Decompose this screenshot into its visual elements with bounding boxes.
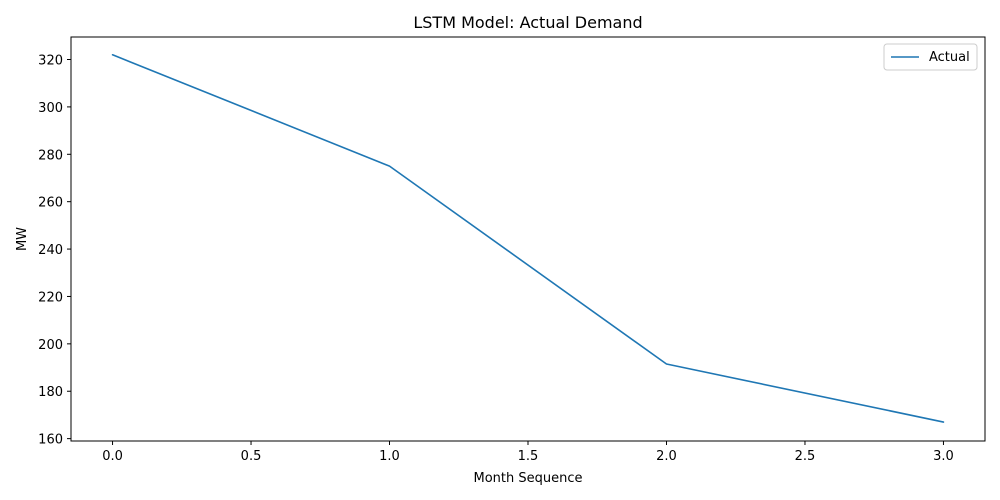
x-tick-label: 2.0 [656, 449, 677, 464]
y-tick-label: 200 [38, 338, 63, 353]
y-tick-label: 320 [38, 54, 63, 69]
x-tick-label: 1.0 [379, 449, 400, 464]
y-tick-label: 180 [38, 385, 63, 400]
series-line-actual [111, 53, 945, 423]
legend-box [883, 43, 978, 71]
y-axis-title: MW [15, 227, 30, 251]
x-tick-label: 0.0 [102, 449, 123, 464]
y-tick-label: 300 [38, 101, 63, 116]
y-tick-label: 260 [38, 196, 63, 211]
x-axis-title: Month Sequence [473, 471, 582, 486]
legend-label-actual: Actual [929, 50, 970, 65]
plot-frame [70, 36, 986, 442]
x-tick-label: 3.0 [933, 449, 954, 464]
y-tick-label: 220 [38, 290, 63, 305]
x-tick-label: 2.5 [795, 449, 816, 464]
legend: Actual [883, 43, 978, 71]
x-tick-label: 1.5 [518, 449, 539, 464]
y-tick-label: 160 [38, 433, 63, 448]
y-tick-label: 280 [38, 148, 63, 163]
y-tick-label: 240 [38, 243, 63, 258]
chart-title: LSTM Model: Actual Demand [413, 13, 642, 32]
x-tick-label: 0.5 [241, 449, 262, 464]
